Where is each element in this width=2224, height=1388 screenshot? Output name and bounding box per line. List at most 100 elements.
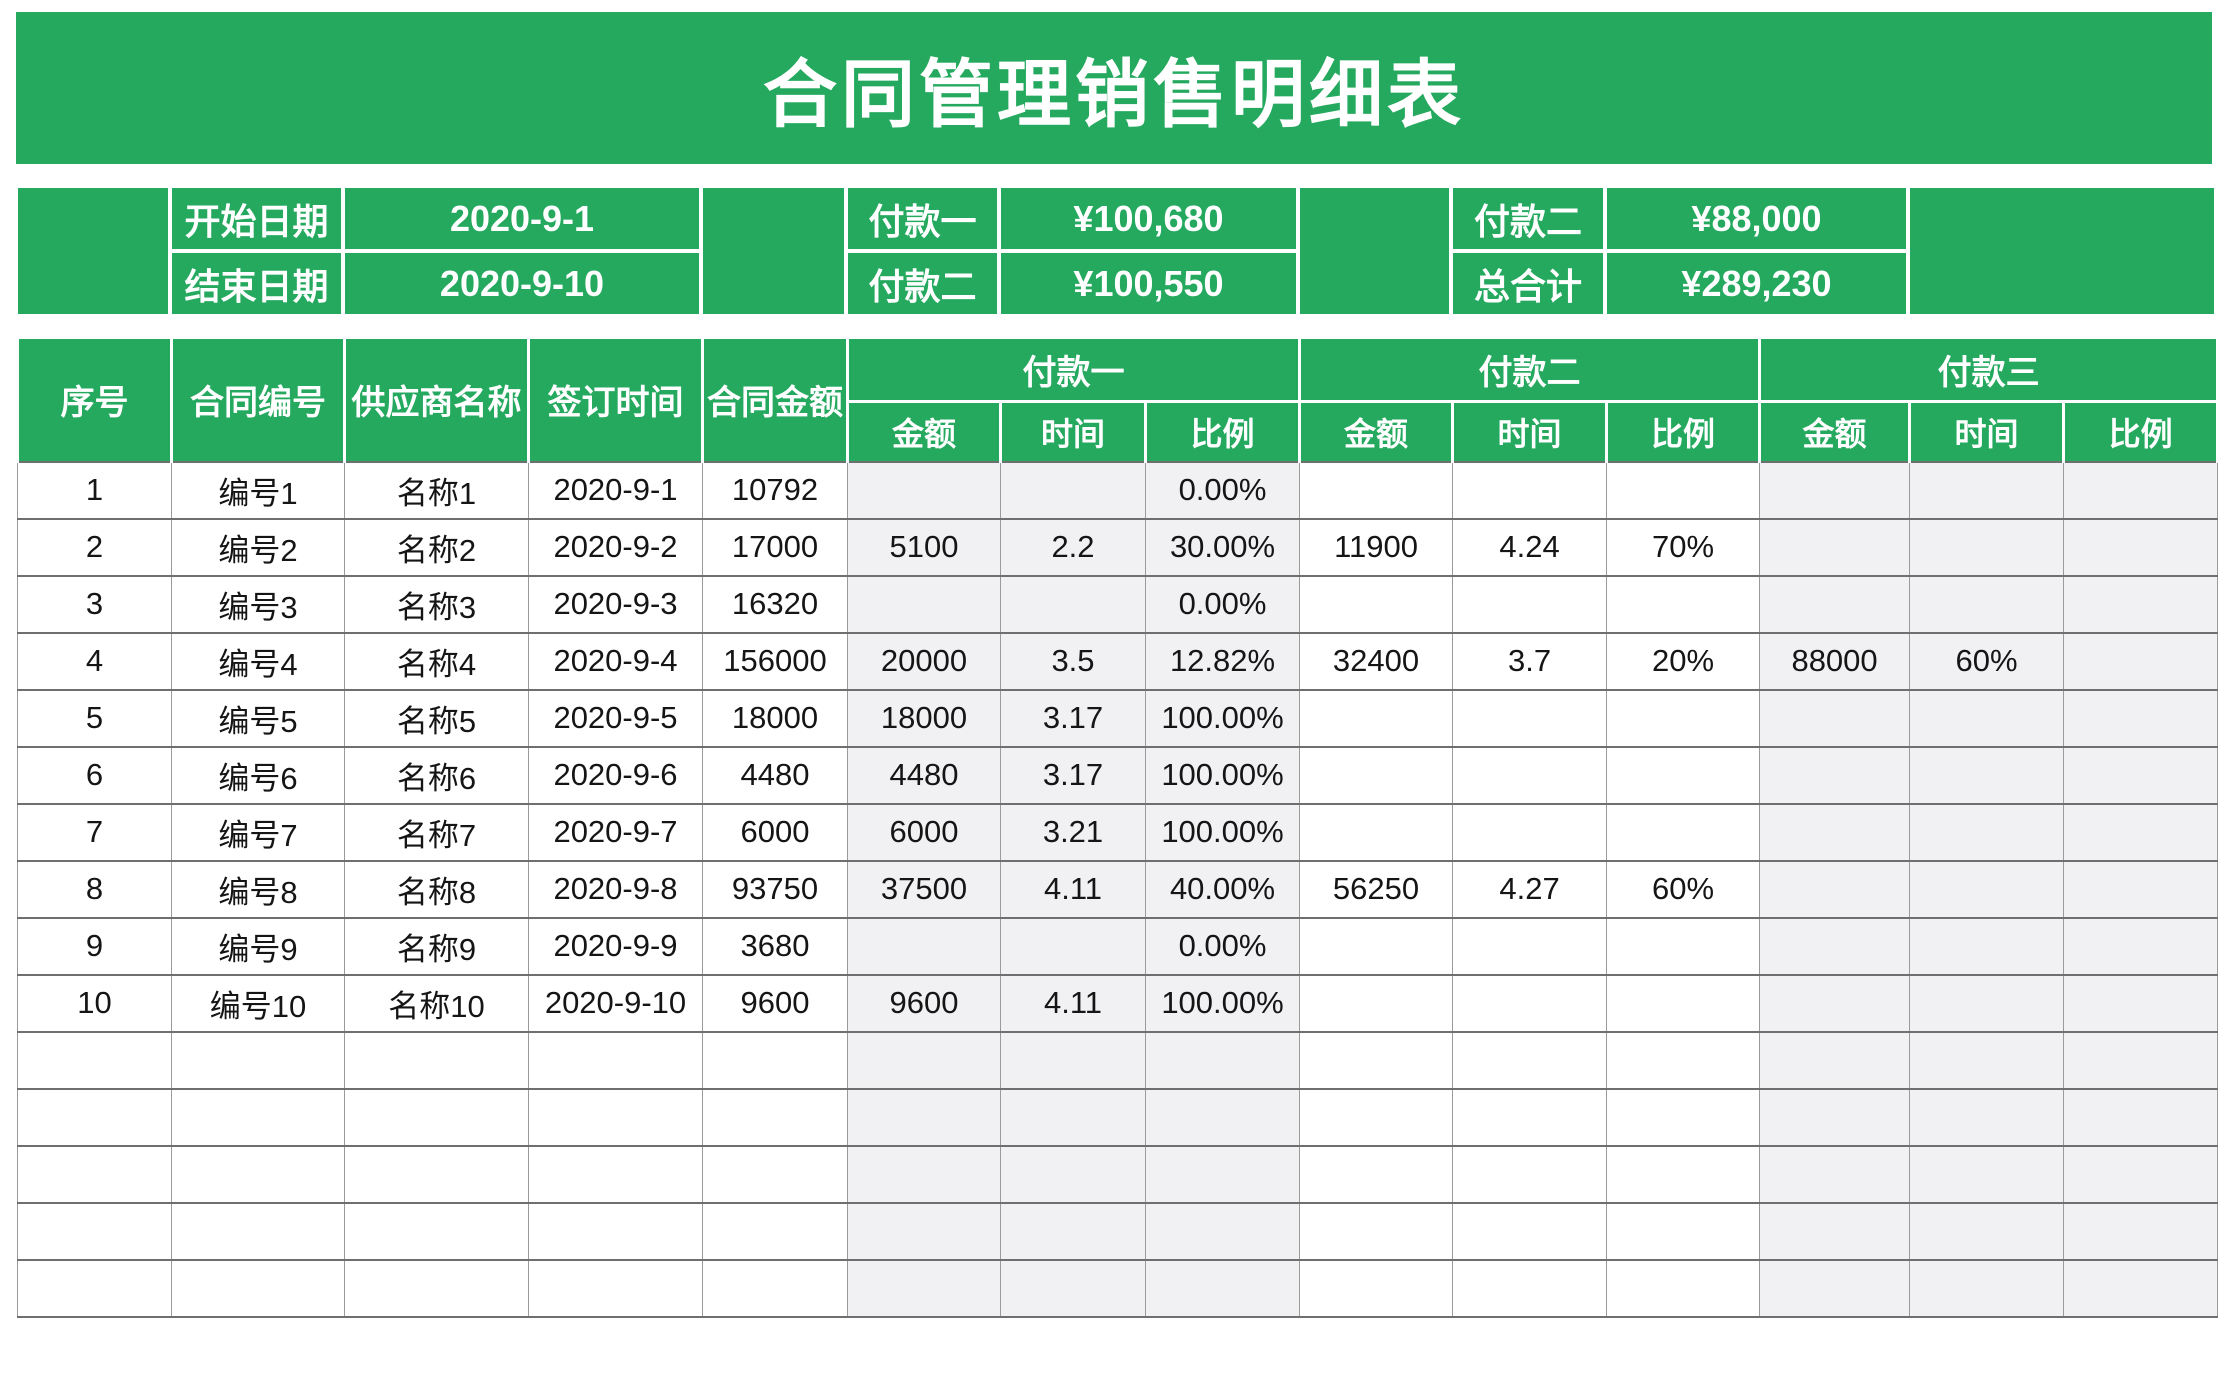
table-cell[interactable]: 4.11 xyxy=(1000,973,1146,1033)
table-cell[interactable]: 9600 xyxy=(702,973,848,1033)
table-cell[interactable]: 4.27 xyxy=(1452,859,1608,919)
table-cell[interactable] xyxy=(2063,517,2219,577)
table-cell[interactable] xyxy=(1299,1201,1454,1261)
table-cell[interactable] xyxy=(1759,688,1911,748)
table-cell[interactable]: 93750 xyxy=(702,859,848,919)
table-cell[interactable]: 100.00% xyxy=(1144,745,1301,805)
table-cell[interactable] xyxy=(702,1258,848,1318)
table-cell[interactable]: 18000 xyxy=(702,688,848,748)
table-cell[interactable] xyxy=(1299,1030,1454,1090)
table-cell[interactable]: 0.00% xyxy=(1144,916,1301,976)
table-cell[interactable] xyxy=(702,1144,848,1204)
table-cell[interactable] xyxy=(1909,973,2065,1033)
table-cell[interactable] xyxy=(1000,1258,1146,1318)
header-payment1-amount[interactable]: 金额 xyxy=(846,400,1002,463)
table-cell[interactable] xyxy=(17,1087,172,1147)
table-cell[interactable] xyxy=(344,1087,529,1147)
header-sign-date[interactable]: 签订时间 xyxy=(527,336,704,463)
table-cell[interactable] xyxy=(1759,1030,1911,1090)
header-payment2-ratio[interactable]: 比例 xyxy=(1605,400,1762,463)
table-cell[interactable]: 2020-9-10 xyxy=(528,973,703,1033)
header-serial[interactable]: 序号 xyxy=(16,336,173,463)
table-cell[interactable] xyxy=(1759,517,1911,577)
header-payment1-time[interactable]: 时间 xyxy=(999,400,1147,463)
table-cell[interactable]: 编号3 xyxy=(171,574,345,634)
table-cell[interactable]: 9 xyxy=(17,916,172,976)
table-cell[interactable]: 4.11 xyxy=(1000,859,1146,919)
table-cell[interactable] xyxy=(847,916,1001,976)
header-payment1-group[interactable]: 付款一 xyxy=(845,336,1302,403)
table-cell[interactable] xyxy=(847,1201,1001,1261)
table-cell[interactable] xyxy=(1909,517,2065,577)
table-cell[interactable]: 16320 xyxy=(702,574,848,634)
table-cell[interactable] xyxy=(1452,1144,1608,1204)
table-cell[interactable]: 编号8 xyxy=(171,859,345,919)
table-cell[interactable] xyxy=(1299,574,1454,634)
table-cell[interactable] xyxy=(1759,574,1911,634)
table-cell[interactable] xyxy=(702,1201,848,1261)
table-cell[interactable]: 60% xyxy=(1909,631,2065,691)
table-cell[interactable] xyxy=(1759,859,1911,919)
header-payment2-group[interactable]: 付款二 xyxy=(1298,336,1762,403)
table-cell[interactable] xyxy=(1606,1144,1761,1204)
table-cell[interactable] xyxy=(1606,973,1761,1033)
table-cell[interactable] xyxy=(1299,1144,1454,1204)
table-cell[interactable]: 3 xyxy=(17,574,172,634)
table-cell[interactable] xyxy=(1000,460,1146,520)
table-cell[interactable] xyxy=(1299,973,1454,1033)
table-cell[interactable] xyxy=(17,1144,172,1204)
table-cell[interactable] xyxy=(344,1258,529,1318)
table-cell[interactable]: 18000 xyxy=(847,688,1001,748)
table-cell[interactable] xyxy=(847,1258,1001,1318)
table-cell[interactable] xyxy=(1759,460,1911,520)
table-cell[interactable]: 12.82% xyxy=(1144,631,1301,691)
table-cell[interactable]: 37500 xyxy=(847,859,1001,919)
table-cell[interactable] xyxy=(1909,1258,2065,1318)
header-payment2-time[interactable]: 时间 xyxy=(1451,400,1609,463)
table-cell[interactable] xyxy=(702,1087,848,1147)
table-cell[interactable]: 0.00% xyxy=(1144,574,1301,634)
header-amount[interactable]: 合同金额 xyxy=(701,336,849,463)
table-cell[interactable] xyxy=(1000,1201,1146,1261)
table-cell[interactable]: 编号4 xyxy=(171,631,345,691)
table-cell[interactable]: 编号1 xyxy=(171,460,345,520)
table-cell[interactable] xyxy=(2063,1201,2219,1261)
table-cell[interactable] xyxy=(1759,1087,1911,1147)
table-cell[interactable] xyxy=(1909,1144,2065,1204)
table-cell[interactable]: 2020-9-5 xyxy=(528,688,703,748)
summary-end-date-value[interactable]: 2020-9-10 xyxy=(343,251,701,316)
table-cell[interactable]: 2020-9-1 xyxy=(528,460,703,520)
table-cell[interactable] xyxy=(2063,916,2219,976)
table-cell[interactable]: 名称5 xyxy=(344,688,529,748)
table-cell[interactable]: 4480 xyxy=(702,745,848,805)
table-cell[interactable] xyxy=(2063,688,2219,748)
table-cell[interactable] xyxy=(1909,1030,2065,1090)
table-cell[interactable]: 4 xyxy=(17,631,172,691)
summary-start-date-value[interactable]: 2020-9-1 xyxy=(343,186,701,251)
table-cell[interactable] xyxy=(1759,745,1911,805)
table-cell[interactable]: 3.21 xyxy=(1000,802,1146,862)
table-cell[interactable] xyxy=(1452,1201,1608,1261)
table-cell[interactable] xyxy=(2063,802,2219,862)
table-cell[interactable] xyxy=(1909,1087,2065,1147)
table-cell[interactable]: 32400 xyxy=(1299,631,1454,691)
table-cell[interactable]: 100.00% xyxy=(1144,802,1301,862)
table-cell[interactable]: 30.00% xyxy=(1144,517,1301,577)
table-cell[interactable] xyxy=(1299,916,1454,976)
table-cell[interactable] xyxy=(1299,688,1454,748)
table-cell[interactable]: 6000 xyxy=(702,802,848,862)
table-cell[interactable] xyxy=(1606,1201,1761,1261)
table-cell[interactable] xyxy=(847,574,1001,634)
table-cell[interactable] xyxy=(1606,802,1761,862)
table-cell[interactable] xyxy=(847,1030,1001,1090)
table-cell[interactable] xyxy=(1452,745,1608,805)
table-cell[interactable]: 7 xyxy=(17,802,172,862)
table-cell[interactable] xyxy=(1759,1201,1911,1261)
table-cell[interactable]: 4.24 xyxy=(1452,517,1608,577)
table-cell[interactable]: 156000 xyxy=(702,631,848,691)
table-cell[interactable]: 编号7 xyxy=(171,802,345,862)
table-cell[interactable] xyxy=(2063,631,2219,691)
table-cell[interactable] xyxy=(1144,1087,1301,1147)
table-cell[interactable]: 名称6 xyxy=(344,745,529,805)
table-cell[interactable] xyxy=(1144,1144,1301,1204)
